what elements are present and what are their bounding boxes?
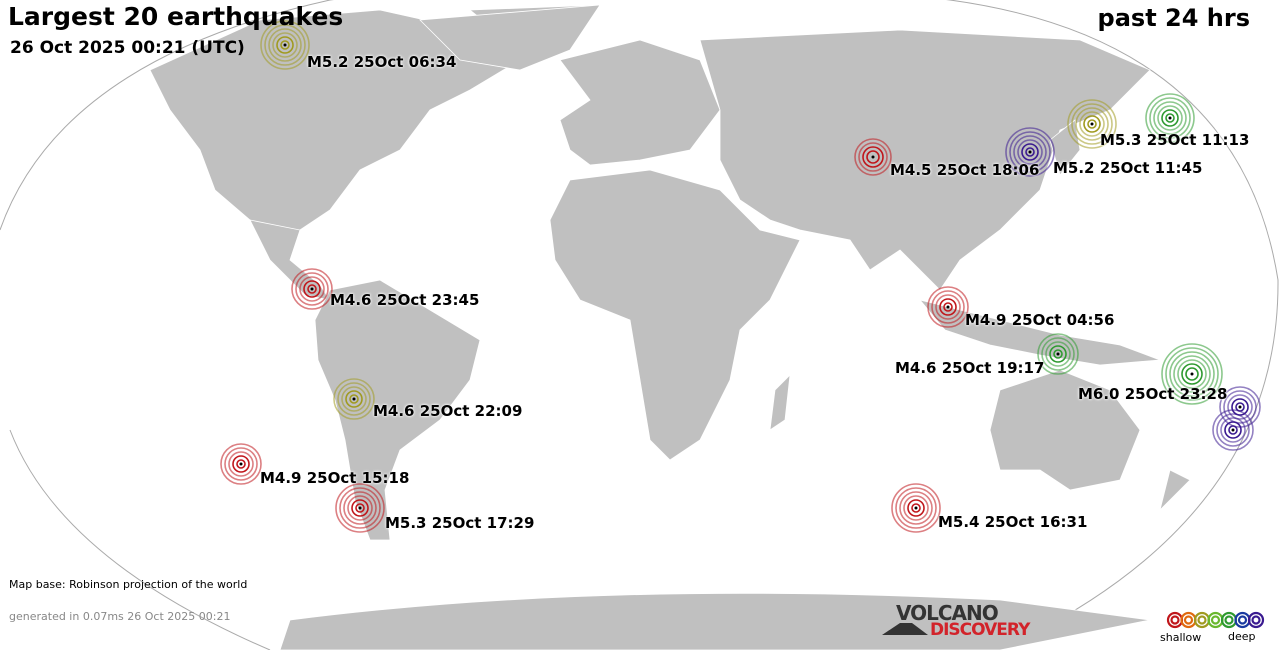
timestamp: 26 Oct 2025 00:21 (UTC) <box>10 38 245 58</box>
quake-marker[interactable] <box>1212 409 1254 451</box>
map-base-note: Map base: Robinson projection of the wor… <box>9 578 248 591</box>
quake-marker[interactable] <box>333 378 375 420</box>
legend-shallow: shallow <box>1160 631 1202 644</box>
land <box>149 4 1191 650</box>
legend-ring-mid <box>1197 615 1207 625</box>
quake-marker[interactable] <box>854 138 892 176</box>
quake-marker[interactable] <box>335 483 385 533</box>
quake-label[interactable]: M4.6 25Oct 23:45 <box>330 291 480 309</box>
generated-note: generated in 0.07ms 26 Oct 2025 00:21 <box>9 610 231 623</box>
quake-marker[interactable] <box>291 268 333 310</box>
quake-marker[interactable] <box>1067 99 1117 149</box>
quake-label[interactable]: M4.9 25Oct 15:18 <box>260 469 410 487</box>
legend-ring-deep_green <box>1224 615 1234 625</box>
quake-label[interactable]: M5.3 25Oct 17:29 <box>385 514 535 532</box>
legend-ring-deep <box>1247 611 1265 629</box>
legend-ring-mid_green <box>1210 615 1221 625</box>
volcano-icon <box>882 623 928 635</box>
quake-marker[interactable] <box>1145 93 1195 143</box>
quake-label[interactable]: M4.6 25Oct 19:17 <box>895 359 1045 377</box>
quake-label[interactable]: M4.5 25Oct 18:06 <box>890 161 1040 179</box>
volcano-discovery-logo[interactable]: VOLCANO DISCOVERY <box>880 601 1040 643</box>
legend-ring-shallow_mid <box>1183 615 1194 625</box>
quake-label[interactable]: M5.4 25Oct 16:31 <box>938 513 1088 531</box>
page-title: Largest 20 earthquakes <box>8 2 344 31</box>
legend-ring-deep_blue <box>1237 615 1248 625</box>
quake-marker[interactable] <box>1037 333 1079 375</box>
quake-label[interactable]: M5.2 25Oct 06:34 <box>307 53 457 71</box>
depth-legend-rings <box>1166 611 1265 629</box>
quake-label[interactable]: M5.2 25Oct 11:45 <box>1053 159 1203 177</box>
legend-ring-shallow <box>1170 615 1180 625</box>
quake-marker[interactable] <box>1005 127 1055 177</box>
quake-marker[interactable] <box>927 286 969 328</box>
legend-ring-deep <box>1251 615 1261 625</box>
quake-marker[interactable] <box>220 443 262 485</box>
quake-label[interactable]: M6.0 25Oct 23:28 <box>1078 385 1228 403</box>
quake-label[interactable]: M4.6 25Oct 22:09 <box>373 402 523 420</box>
quake-marker[interactable] <box>260 20 310 70</box>
depth-legend: shallow deep <box>1160 608 1270 648</box>
time-period: past 24 hrs <box>1097 4 1250 32</box>
quake-label[interactable]: M5.3 25Oct 11:13 <box>1100 131 1250 149</box>
quake-marker[interactable] <box>891 483 941 533</box>
quake-marker[interactable] <box>1161 343 1223 405</box>
legend-deep: deep <box>1228 630 1256 643</box>
quake-label[interactable]: M4.9 25Oct 04:56 <box>965 311 1115 329</box>
